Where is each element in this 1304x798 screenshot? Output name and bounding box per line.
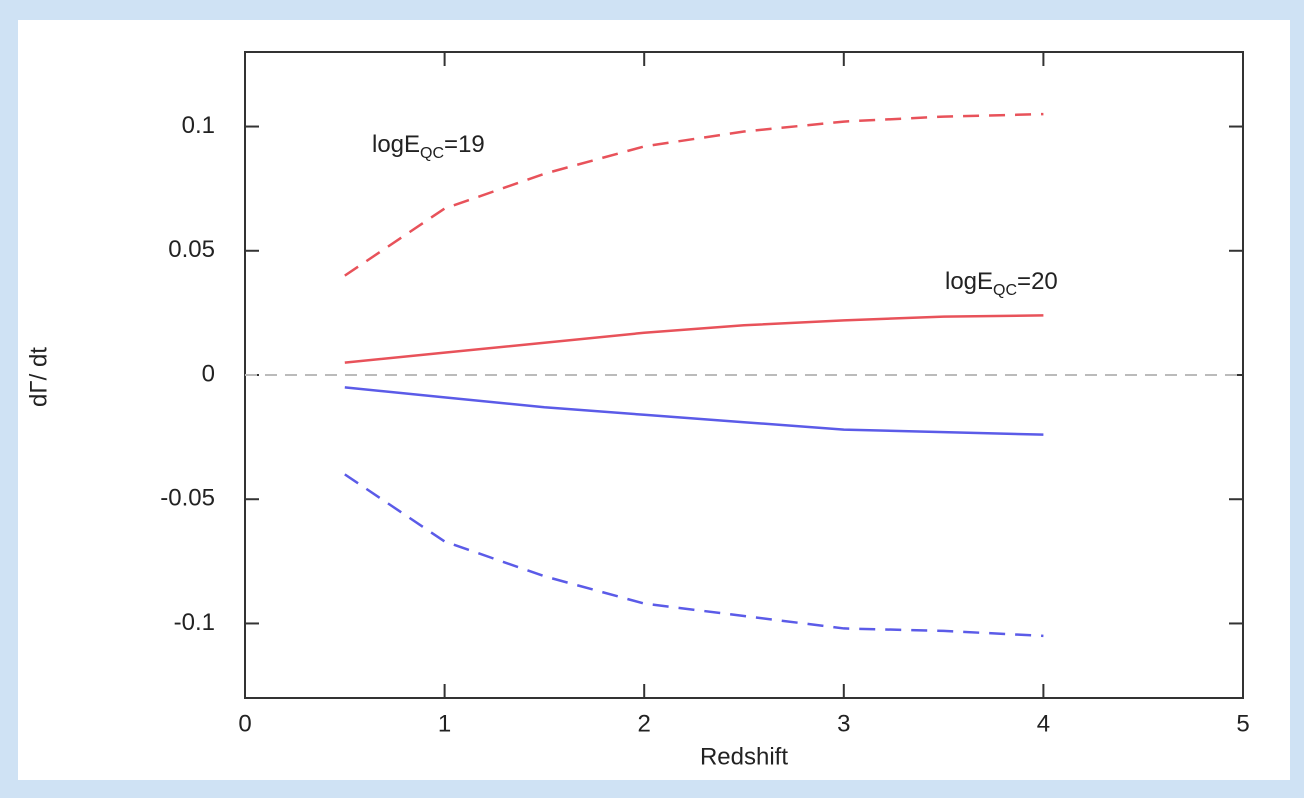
- annotation: logEQC=20: [945, 268, 1058, 299]
- x-tick-label: 0: [238, 710, 251, 737]
- y-axis-label: dΓ/ dt: [25, 347, 52, 407]
- series-line: [344, 314, 1044, 364]
- annotation-rest: =19: [444, 131, 485, 158]
- y-tick-label: 0: [202, 360, 215, 387]
- series-line: [344, 112, 1044, 277]
- y-tick-label: 0.05: [168, 236, 215, 263]
- x-tick-label: 5: [1236, 710, 1249, 737]
- annotation-rest: =20: [1017, 268, 1058, 295]
- annotation-sub: QC: [420, 145, 444, 162]
- y-tick-label: -0.1: [174, 609, 215, 636]
- annotation: logEQC=19: [372, 131, 485, 162]
- series-line: [344, 473, 1044, 638]
- y-tick-label: 0.1: [182, 112, 215, 139]
- x-tick-label: 1: [438, 710, 451, 737]
- annotation-text: logE: [945, 268, 993, 295]
- y-tick-label: -0.05: [160, 485, 215, 512]
- x-axis-label: Redshift: [700, 743, 788, 770]
- panel: [18, 20, 1290, 780]
- x-tick-label: 4: [1037, 710, 1050, 737]
- annotation-sub: QC: [993, 282, 1017, 299]
- annotation-text: logE: [372, 131, 420, 158]
- x-tick-label: 3: [837, 710, 850, 737]
- series-line: [344, 386, 1044, 436]
- x-tick-label: 2: [638, 710, 651, 737]
